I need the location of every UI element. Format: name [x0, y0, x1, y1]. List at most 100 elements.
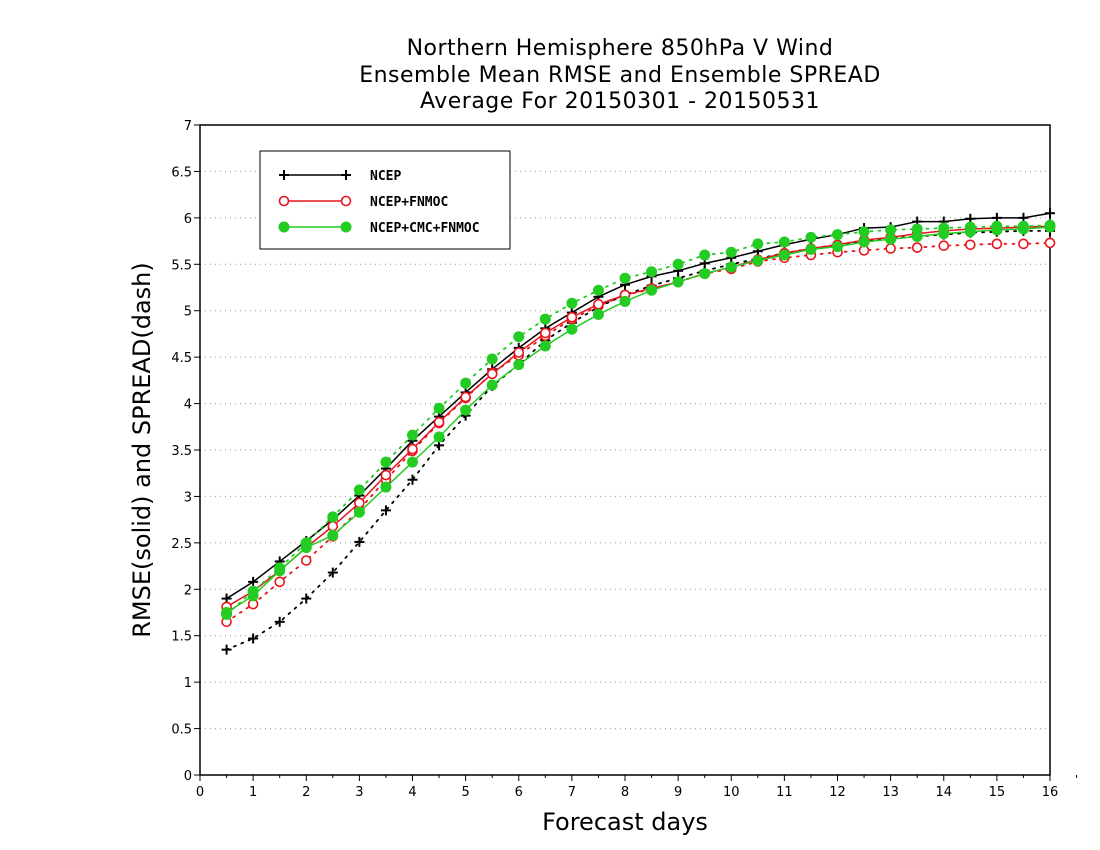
spread-point-ncep-cmc-fnmoc	[858, 226, 870, 238]
rmse-point-ncep-fnmoc	[593, 298, 604, 310]
spread-point-ncep-cmc-fnmoc	[699, 249, 711, 261]
x-tick-label: 4	[408, 785, 416, 800]
x-tick-label: 14	[935, 785, 952, 800]
rmse-point-ncep-cmc-fnmoc	[433, 431, 445, 443]
rmse-point-ncep-cmc-fnmoc	[300, 542, 312, 553]
spread-point-ncep-cmc-fnmoc	[327, 511, 339, 523]
x-tick-label: 3	[355, 785, 363, 800]
rmse-point-ncep-cmc-fnmoc	[778, 249, 790, 261]
rmse-point-ncep-cmc-fnmoc	[938, 228, 950, 240]
spread-line-ncep	[225, 229, 1051, 651]
x-tick-label: 10	[723, 785, 740, 800]
legend-marker	[340, 221, 352, 233]
rmse-point-ncep-cmc-fnmoc	[380, 481, 392, 493]
spread-line-ncep-cmc-fnmoc	[225, 224, 1051, 616]
x-tick-label: 9	[674, 785, 682, 800]
spread-point-ncep-cmc-fnmoc	[778, 236, 790, 248]
rmse-point-ncep-cmc-fnmoc	[725, 261, 737, 273]
legend-marker	[341, 170, 351, 180]
spread-point-ncep-cmc-fnmoc	[380, 456, 392, 468]
rmse-point-ncep-fnmoc	[354, 497, 365, 509]
rmse-point-ncep-cmc-fnmoc	[460, 404, 472, 416]
rmse-point-ncep-cmc-fnmoc	[911, 230, 923, 242]
y-tick-label: 2	[184, 583, 192, 598]
rmse-line-ncep-fnmoc	[226, 225, 1051, 608]
spread-point-ncep-fnmoc	[938, 240, 950, 252]
spread-point-ncep-cmc-fnmoc	[539, 313, 551, 325]
rmse-point-ncep-cmc-fnmoc	[991, 224, 1003, 236]
rmse-point-ncep-cmc-fnmoc	[486, 379, 498, 391]
y-tick-label: 5	[184, 305, 192, 320]
rmse-point-ncep-cmc-fnmoc	[646, 284, 658, 296]
spread-point-ncep	[354, 536, 365, 547]
chart-title-line-3: Average For 20150301 - 20150531	[419, 89, 821, 114]
y-tick-label: 1.5	[171, 630, 192, 645]
y-axis-label: RMSE(solid) and SPREAD(dash)	[128, 262, 156, 638]
rmse-point-ncep-fnmoc	[566, 311, 578, 323]
x-tick-label: 1	[249, 785, 257, 800]
y-tick-label: 6.5	[171, 165, 192, 180]
spread-point-ncep-cmc-fnmoc	[513, 331, 525, 343]
rmse-point-ncep-cmc-fnmoc	[1044, 221, 1056, 233]
spread-point-ncep-cmc-fnmoc	[619, 272, 631, 284]
rmse-point-ncep-fnmoc	[540, 327, 551, 339]
rmse-point-ncep-fnmoc	[407, 443, 418, 455]
spread-point-ncep-cmc-fnmoc	[407, 429, 418, 441]
rmse-point-ncep-cmc-fnmoc	[885, 233, 897, 245]
y-tick-label: 4	[184, 398, 192, 413]
spread-point-ncep-fnmoc	[965, 239, 976, 251]
rmse-point-ncep-cmc-fnmoc	[619, 295, 631, 307]
spread-point-ncep	[221, 644, 232, 655]
rmse-point-ncep-cmc-fnmoc	[964, 226, 976, 238]
spread-point-ncep	[380, 505, 391, 516]
y-tick-label: 4.5	[171, 351, 192, 366]
legend-marker	[340, 195, 352, 207]
legend-box	[259, 150, 511, 250]
spread-point-ncep-fnmoc	[911, 242, 923, 253]
rmse-point-ncep-fnmoc	[433, 416, 445, 428]
spread-point-ncep-cmc-fnmoc	[486, 353, 498, 365]
rmse-point-ncep-cmc-fnmoc	[513, 359, 525, 371]
y-tick-label: 6	[184, 212, 192, 227]
chart-title-line-2: Ensemble Mean RMSE and Ensemble SPREAD	[359, 63, 881, 88]
rmse-point-ncep-cmc-fnmoc	[858, 236, 870, 248]
rmse-point-ncep-cmc-fnmoc	[327, 529, 339, 541]
x-tick-label: 11	[776, 785, 793, 800]
legend-marker	[278, 221, 290, 233]
y-tick-label: 0.5	[171, 723, 192, 738]
y-tick-label: 5.5	[171, 258, 192, 273]
x-tick-label: 16	[1042, 785, 1059, 800]
rmse-point-ncep	[248, 576, 259, 587]
rmse-line-ncep-cmc-fnmoc	[226, 226, 1051, 614]
x-tick-label: 7	[568, 785, 576, 800]
legend-marker	[278, 195, 290, 207]
spread-point-ncep-cmc-fnmoc	[353, 484, 365, 496]
x-tick-label: 6	[515, 785, 523, 800]
rmse-point-ncep-cmc-fnmoc	[274, 565, 286, 577]
spread-point-ncep-cmc-fnmoc	[885, 224, 897, 236]
y-tick-label: 0	[184, 769, 192, 784]
x-tick-label: 8	[621, 785, 629, 800]
chart-title-line-1: Northern Hemisphere 850hPa V Wind	[406, 36, 834, 61]
x-tick-label: 5	[461, 785, 469, 800]
x-tick-label: 13	[882, 785, 899, 800]
rmse-point-ncep-fnmoc	[513, 347, 525, 358]
rmse-point-ncep-cmc-fnmoc	[353, 506, 365, 518]
rmse-point-ncep-cmc-fnmoc	[805, 243, 817, 255]
spread-point-ncep-cmc-fnmoc	[725, 246, 737, 258]
rmse-point-ncep-fnmoc	[460, 391, 471, 403]
rmse-point-ncep-cmc-fnmoc	[221, 607, 233, 618]
spread-point-ncep-cmc-fnmoc	[752, 238, 764, 250]
y-tick-label: 3	[184, 490, 192, 505]
rmse-point-ncep-fnmoc	[380, 469, 392, 481]
rmse-point-ncep-fnmoc	[327, 520, 339, 532]
rmse-point-ncep-cmc-fnmoc	[592, 308, 604, 320]
legend-label: NCEP	[370, 169, 401, 184]
rmse-point-ncep-cmc-fnmoc	[752, 255, 764, 267]
x-tick-label: 12	[829, 785, 846, 800]
rmse-point-ncep-cmc-fnmoc	[832, 241, 843, 253]
spread-point-ncep-cmc-fnmoc	[805, 231, 817, 243]
spread-point-ncep-fnmoc	[300, 555, 312, 566]
rmse-point-ncep-fnmoc	[486, 368, 498, 380]
x-axis-label: Forecast days	[542, 808, 708, 836]
